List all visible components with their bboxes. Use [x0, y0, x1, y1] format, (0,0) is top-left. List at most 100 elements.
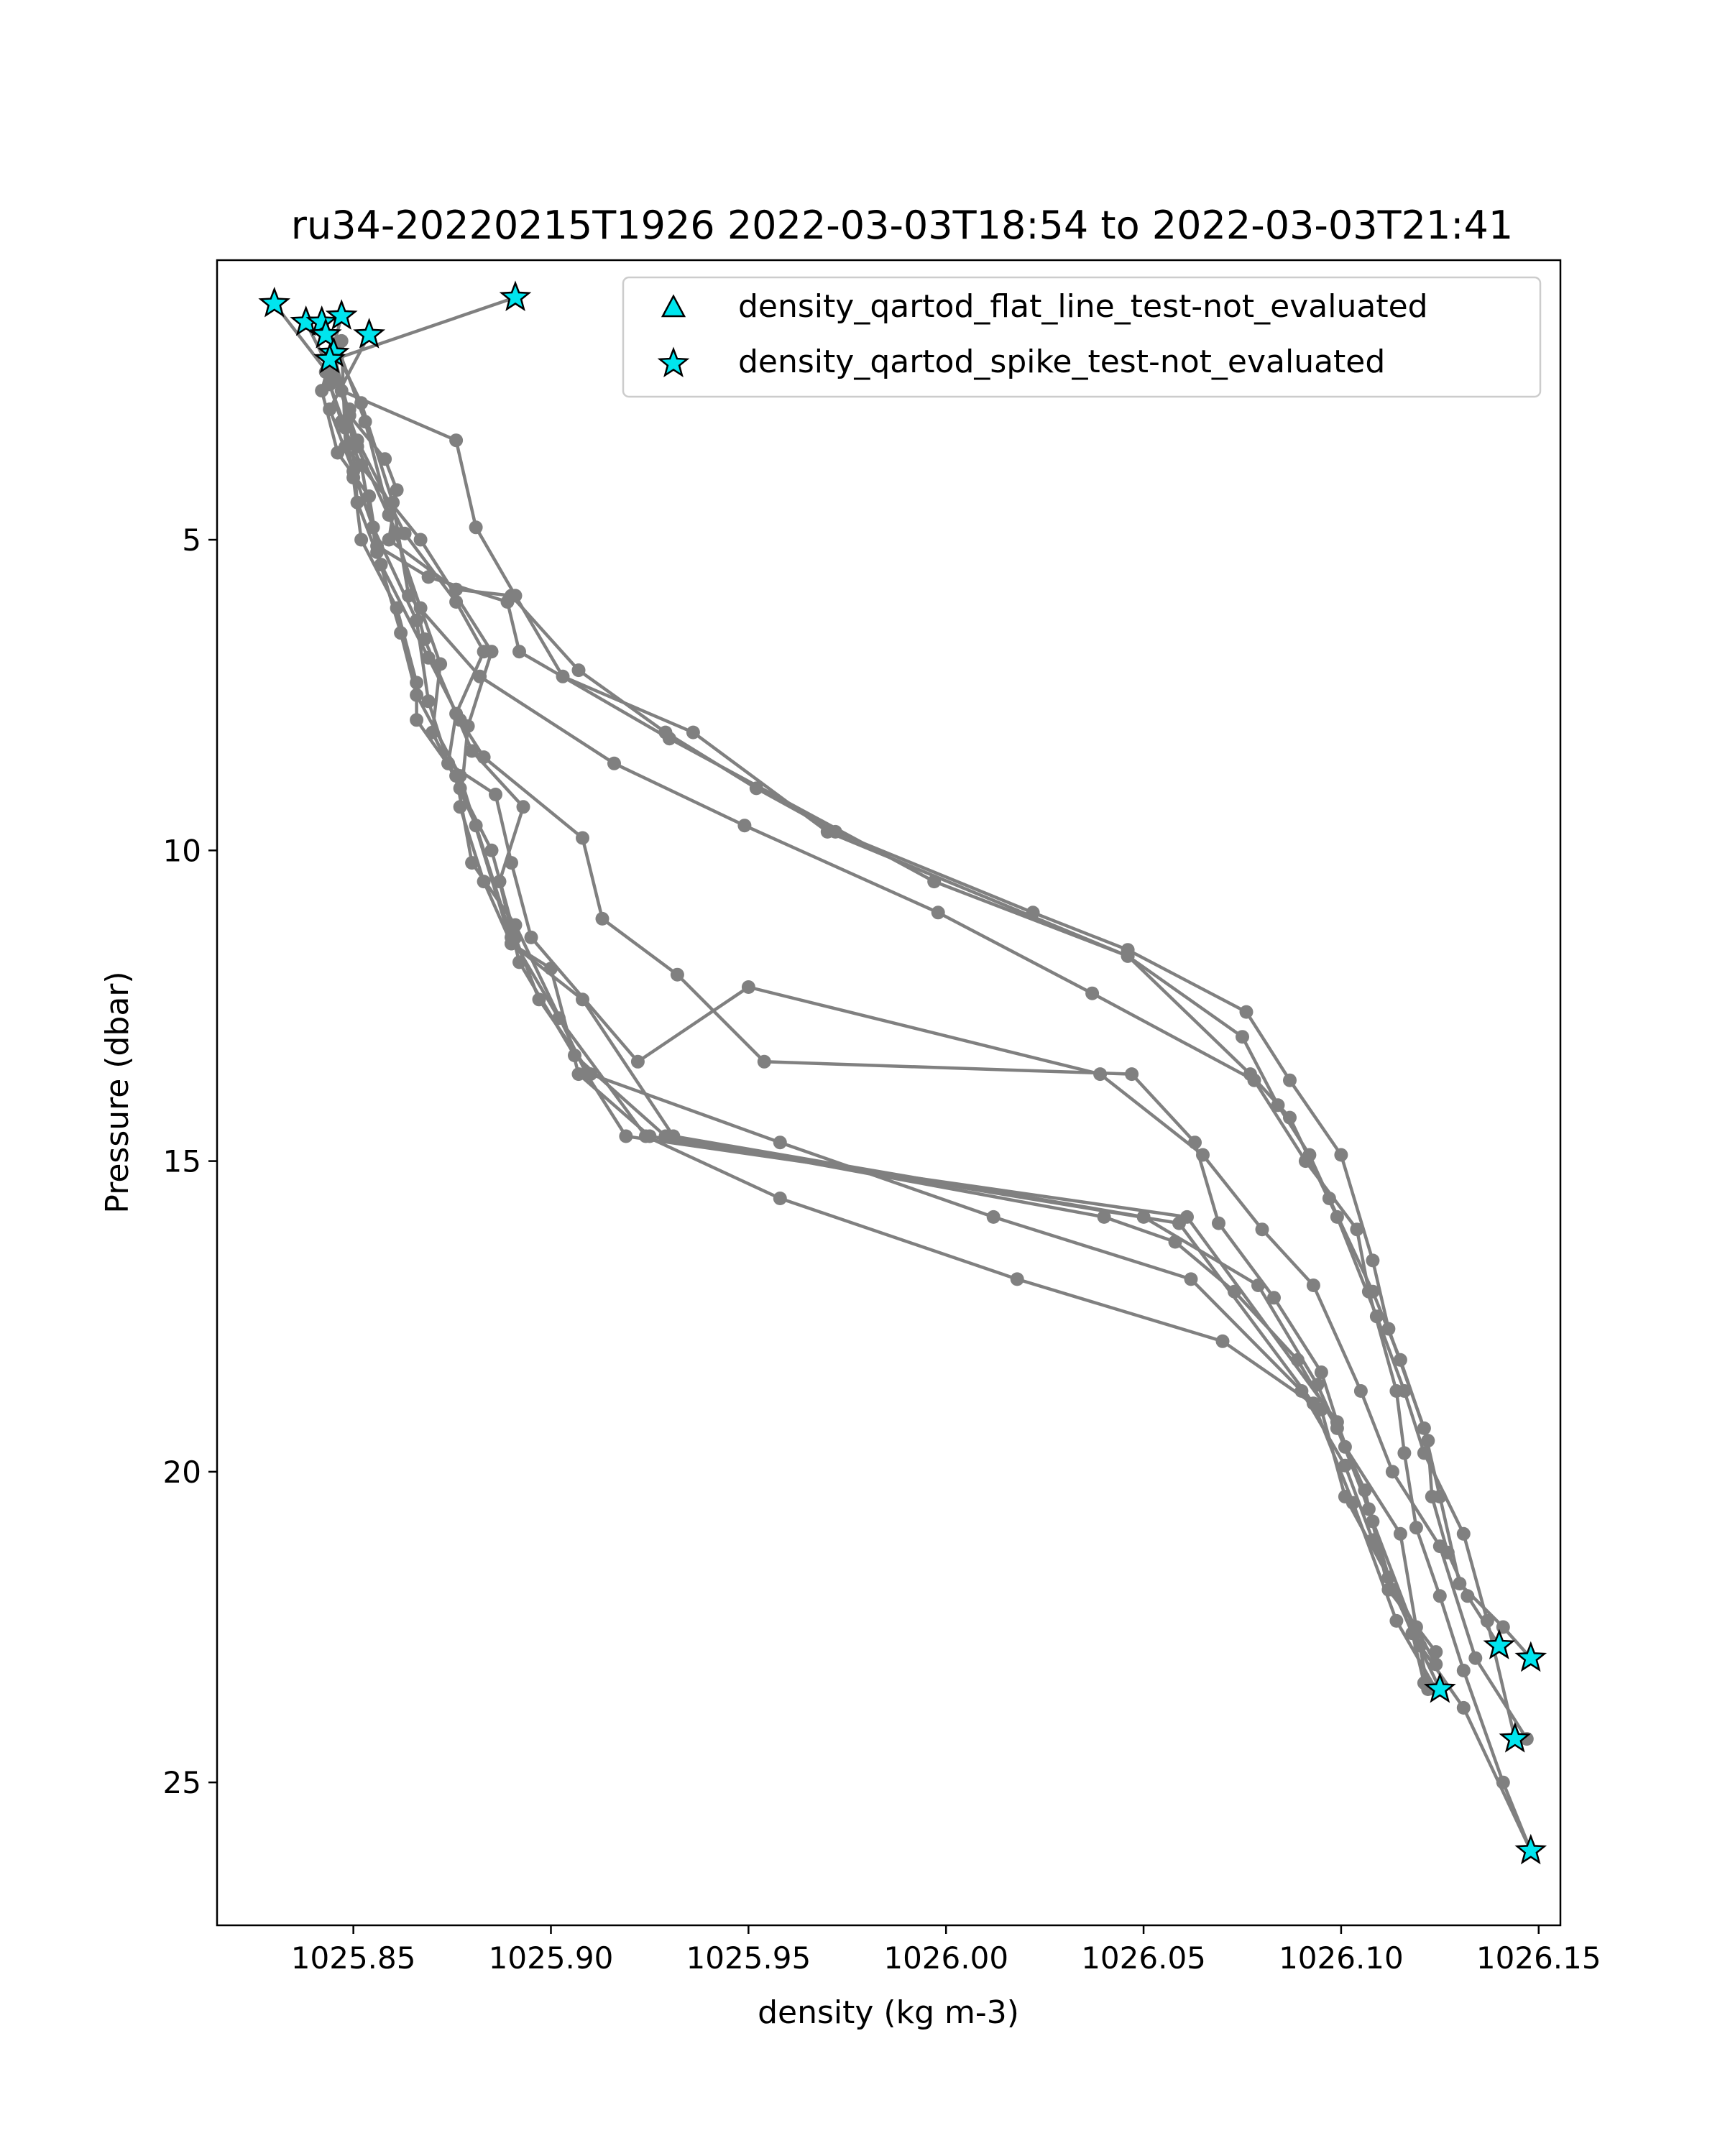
profile-point	[1306, 1279, 1320, 1292]
profile-point	[630, 1054, 645, 1069]
profile-point	[1239, 1005, 1254, 1019]
profile-point	[931, 906, 945, 920]
profile-point	[1432, 1539, 1447, 1554]
profile-point	[1468, 1651, 1483, 1665]
profile-2	[315, 309, 1506, 1653]
x-axis: 1025.85 1025.90 1025.95 1026.00 1026.05 1026.…	[291, 1925, 1601, 1976]
x-tick-label: 1025.85	[291, 1940, 416, 1976]
x-tick-label: 1026.15	[1476, 1940, 1601, 1976]
profile-point	[1346, 1496, 1360, 1510]
legend-star-shape	[657, 346, 690, 378]
profile-point	[512, 645, 526, 659]
x-tick-label: 1025.90	[489, 1940, 614, 1976]
profile-point	[516, 800, 530, 814]
profile-point	[421, 694, 436, 709]
spike-marker	[1423, 1672, 1456, 1703]
legend-triangle-icon	[661, 294, 686, 318]
profile-point	[532, 992, 546, 1007]
profile-point	[576, 992, 589, 1007]
profile-point	[477, 645, 491, 659]
profile-point	[1460, 1589, 1475, 1603]
profile-point	[1389, 1613, 1404, 1628]
profile-point	[1393, 1353, 1407, 1367]
profile-line	[320, 321, 1532, 1852]
profile-point	[339, 420, 353, 435]
profile-point	[1283, 1073, 1297, 1087]
profile-4	[315, 315, 1538, 1858]
profile-point	[1366, 1514, 1380, 1529]
profile-point	[737, 819, 752, 833]
profile-point	[662, 732, 676, 746]
profile-point	[489, 788, 502, 801]
profile-point	[1432, 1589, 1447, 1603]
profile-point	[1298, 1154, 1312, 1169]
profile-point	[354, 533, 369, 547]
profile-point	[418, 632, 432, 646]
spike-marker	[1514, 1833, 1547, 1865]
legend-entry-flat-line: density_qartod_flat_line_test-not_evalua…	[738, 288, 1428, 325]
profile-point	[1236, 1030, 1249, 1044]
profile-11	[318, 365, 1443, 1696]
profile-point	[465, 856, 479, 870]
profile-point	[524, 930, 538, 944]
profile-point	[461, 719, 475, 733]
profile-point	[1425, 1490, 1439, 1503]
spike-marker	[1483, 1628, 1516, 1659]
profile-point	[370, 545, 385, 559]
spike-marker	[353, 318, 386, 349]
profile-point	[449, 706, 464, 721]
profile-point	[1314, 1365, 1328, 1379]
profile-point	[556, 669, 570, 683]
profile-point	[1456, 1526, 1471, 1541]
profile-line	[324, 371, 1438, 1690]
profile-point	[1184, 1272, 1198, 1286]
profile-point	[1085, 986, 1100, 1000]
x-tick-label: 1026.00	[883, 1940, 1008, 1976]
plot-area	[216, 259, 1562, 1927]
spike-marker	[258, 286, 291, 318]
profile-5	[299, 315, 1435, 1696]
profile-point	[1417, 1446, 1431, 1460]
profile-point	[421, 570, 436, 584]
profile-point	[449, 433, 464, 448]
y-tick-label: 25	[163, 1765, 201, 1800]
profile-point	[1353, 1384, 1368, 1398]
profile-point	[346, 471, 361, 485]
profile-point	[1306, 1396, 1320, 1411]
spike-marker	[499, 280, 532, 311]
profile-point	[433, 657, 448, 671]
profile-point	[1267, 1291, 1281, 1305]
chart-title: ru34-20220215T1926 2022-03-03T18:54 to 2…	[291, 203, 1513, 248]
profile-12	[323, 377, 1538, 1858]
profile-point	[757, 1054, 771, 1069]
profile-point	[1361, 1284, 1376, 1299]
profile-point	[358, 415, 372, 429]
profile-point	[1212, 1216, 1225, 1230]
profile-point	[670, 967, 684, 982]
profile-point	[686, 725, 700, 740]
profile-point	[449, 769, 464, 783]
profile-line	[328, 333, 1529, 1740]
profile-point	[1180, 1210, 1194, 1224]
profile-point	[1093, 1067, 1108, 1082]
profile-point	[773, 1135, 787, 1150]
profile-point	[1247, 1073, 1261, 1087]
spike-marker	[313, 342, 346, 374]
profile-point	[390, 483, 404, 497]
profile-point	[397, 526, 412, 540]
profile-point	[607, 756, 621, 770]
y-axis: 5 10 15 20 25	[163, 522, 217, 1800]
profile-point	[1330, 1415, 1344, 1429]
profile-point	[354, 458, 369, 472]
profile-point	[1366, 1253, 1380, 1268]
profile-point	[1456, 1700, 1471, 1715]
profile-point	[1334, 1148, 1348, 1162]
profile-9	[331, 340, 1431, 1690]
profile-point	[350, 433, 364, 448]
spike-marker	[1514, 1641, 1547, 1672]
profile-point	[986, 1210, 1000, 1224]
profile-point	[576, 831, 589, 845]
profile-point	[323, 402, 337, 416]
profile-point	[619, 1129, 633, 1143]
